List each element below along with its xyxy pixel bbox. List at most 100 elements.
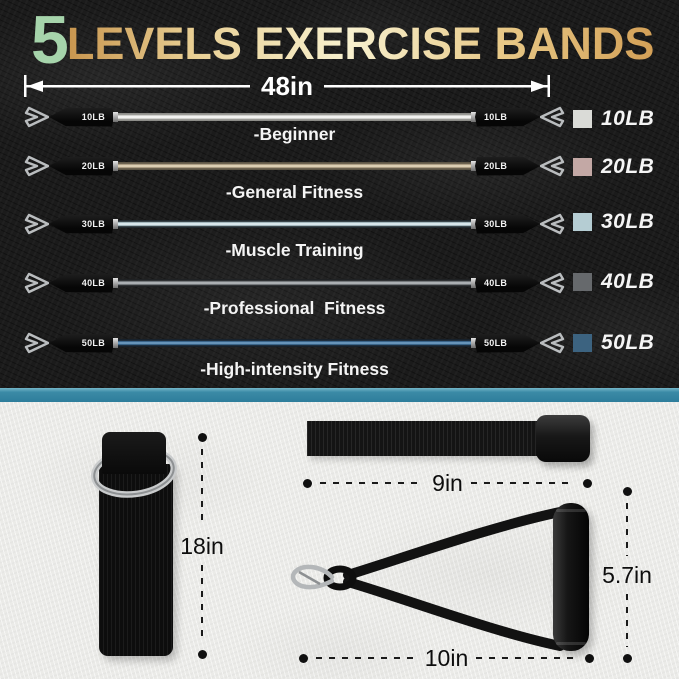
band-level-label: -Muscle Training — [225, 240, 364, 260]
title-text: LEVELS EXERCISE BANDS — [66, 18, 655, 69]
band-tube — [113, 278, 476, 288]
legend-label: 30LB — [601, 210, 655, 233]
band-length-label: 48in — [260, 71, 314, 101]
carabiner-clip-icon — [540, 106, 565, 128]
band-weight-tag: 30LB — [81, 219, 105, 229]
legend-label: 10LB — [601, 107, 655, 130]
ankle-strap-image — [99, 464, 173, 656]
bands-overview-section: 5 LEVELS EXERCISE BANDS 48in 10LB 10LB -… — [0, 0, 679, 390]
band-weight-tag: 30LB — [484, 219, 508, 229]
measure-label: 9in — [432, 470, 463, 496]
legend-item-20lb: 20LB — [573, 155, 655, 178]
carabiner-clip-icon — [24, 332, 49, 354]
measure-dot — [299, 653, 308, 663]
measure-dot — [585, 653, 595, 663]
measure-dash-line — [201, 565, 203, 643]
band-length-measure: 48in — [24, 72, 550, 100]
band-sleeve: 20LB — [49, 156, 114, 176]
measure-label: 10in — [424, 645, 469, 671]
accessories-section: 18in 9in 5.7in — [0, 402, 679, 679]
door-anchor-cylinder-image — [536, 415, 590, 462]
measure-dash-line — [470, 482, 576, 484]
measure-dash-line — [320, 482, 425, 484]
band-level-label: -Beginner — [253, 124, 336, 144]
carabiner-clip-icon — [24, 213, 49, 235]
legend-swatch — [573, 110, 592, 128]
band-row-30lb: 30LB 30LB — [22, 211, 567, 237]
band-sleeve: 10LB — [49, 107, 114, 127]
carabiner-clip-icon — [24, 272, 49, 294]
handle-grip-image — [553, 503, 589, 651]
ankle-strap-height-measure: 18in — [179, 433, 225, 659]
carabiner-clip-icon — [540, 332, 565, 354]
measure-dot — [197, 650, 207, 659]
legend-swatch — [573, 273, 592, 291]
measure-label: 5.7in — [602, 562, 652, 588]
door-anchor-strap-image — [307, 421, 539, 456]
page-title: 5 LEVELS EXERCISE BANDS — [31, 2, 655, 78]
band-weight-tag: 50LB — [81, 338, 105, 348]
measure-dash-line — [201, 449, 203, 527]
band-level-label: -High-intensity Fitness — [200, 359, 389, 379]
carabiner-clip-icon — [540, 213, 565, 235]
legend-label: 40LB — [601, 270, 655, 293]
carabiner-clip-icon — [540, 155, 565, 177]
band-level-label: -General Fitness — [225, 182, 364, 202]
measure-dot — [622, 654, 632, 663]
band-sleeve: 20LB — [475, 156, 540, 176]
length-arrow-icon — [24, 75, 550, 97]
measure-label: 18in — [180, 533, 224, 559]
legend-swatch — [573, 334, 592, 352]
band-tube — [113, 161, 476, 171]
band-row-20lb: 20LB 20LB — [22, 153, 567, 179]
legend-item-40lb: 40LB — [573, 270, 655, 293]
band-weight-tag: 20LB — [81, 161, 105, 171]
door-anchor-length-measure: 9in — [303, 470, 593, 496]
band-weight-tag: 20LB — [484, 161, 508, 171]
band-sleeve: 40LB — [475, 273, 540, 293]
band-tube — [113, 112, 476, 122]
hook-icon — [290, 564, 335, 590]
measure-dash-line — [316, 657, 417, 659]
band-weight-tag: 40LB — [484, 278, 508, 288]
measure-dash-line — [626, 594, 628, 647]
legend-label: 20LB — [601, 155, 655, 178]
handle-straps-image — [290, 507, 564, 651]
measure-dot — [197, 433, 207, 442]
divider-stripe — [0, 388, 679, 402]
band-row-50lb: 50LB 50LB — [22, 330, 567, 356]
band-sleeve: 30LB — [475, 214, 540, 234]
handle-length-measure: 10in — [299, 645, 595, 671]
band-sleeve: 50LB — [475, 333, 540, 353]
band-row-40lb: 40LB 40LB — [22, 270, 567, 296]
carabiner-clip-icon — [540, 272, 565, 294]
legend-item-30lb: 30LB — [573, 210, 655, 233]
measure-dash-line — [476, 657, 578, 659]
legend-label: 50LB — [601, 331, 655, 354]
measure-dot — [622, 487, 632, 496]
band-weight-tag: 50LB — [484, 338, 508, 348]
band-weight-tag: 40LB — [81, 278, 105, 288]
measure-dash-line — [626, 503, 628, 556]
legend-item-50lb: 50LB — [573, 331, 655, 354]
band-weight-tag: 10LB — [484, 112, 508, 122]
carabiner-clip-icon — [24, 155, 49, 177]
band-tube — [113, 338, 476, 348]
ankle-strap-flap — [102, 432, 166, 474]
handle-height-measure: 5.7in — [600, 487, 654, 663]
title-level-number: 5 — [31, 2, 69, 78]
carabiner-clip-icon — [24, 106, 49, 128]
measure-dot — [303, 478, 312, 488]
band-weight-tag: 10LB — [81, 112, 105, 122]
legend-swatch — [573, 158, 592, 176]
band-sleeve: 10LB — [475, 107, 540, 127]
band-sleeve: 40LB — [49, 273, 114, 293]
legend-item-10lb: 10LB — [573, 107, 655, 130]
band-sleeve: 30LB — [49, 214, 114, 234]
band-row-10lb: 10LB 10LB — [22, 104, 567, 130]
legend-swatch — [573, 213, 592, 231]
band-sleeve: 50LB — [49, 333, 114, 353]
band-level-label: -Professional Fitness — [203, 298, 386, 318]
band-tube — [113, 219, 476, 229]
